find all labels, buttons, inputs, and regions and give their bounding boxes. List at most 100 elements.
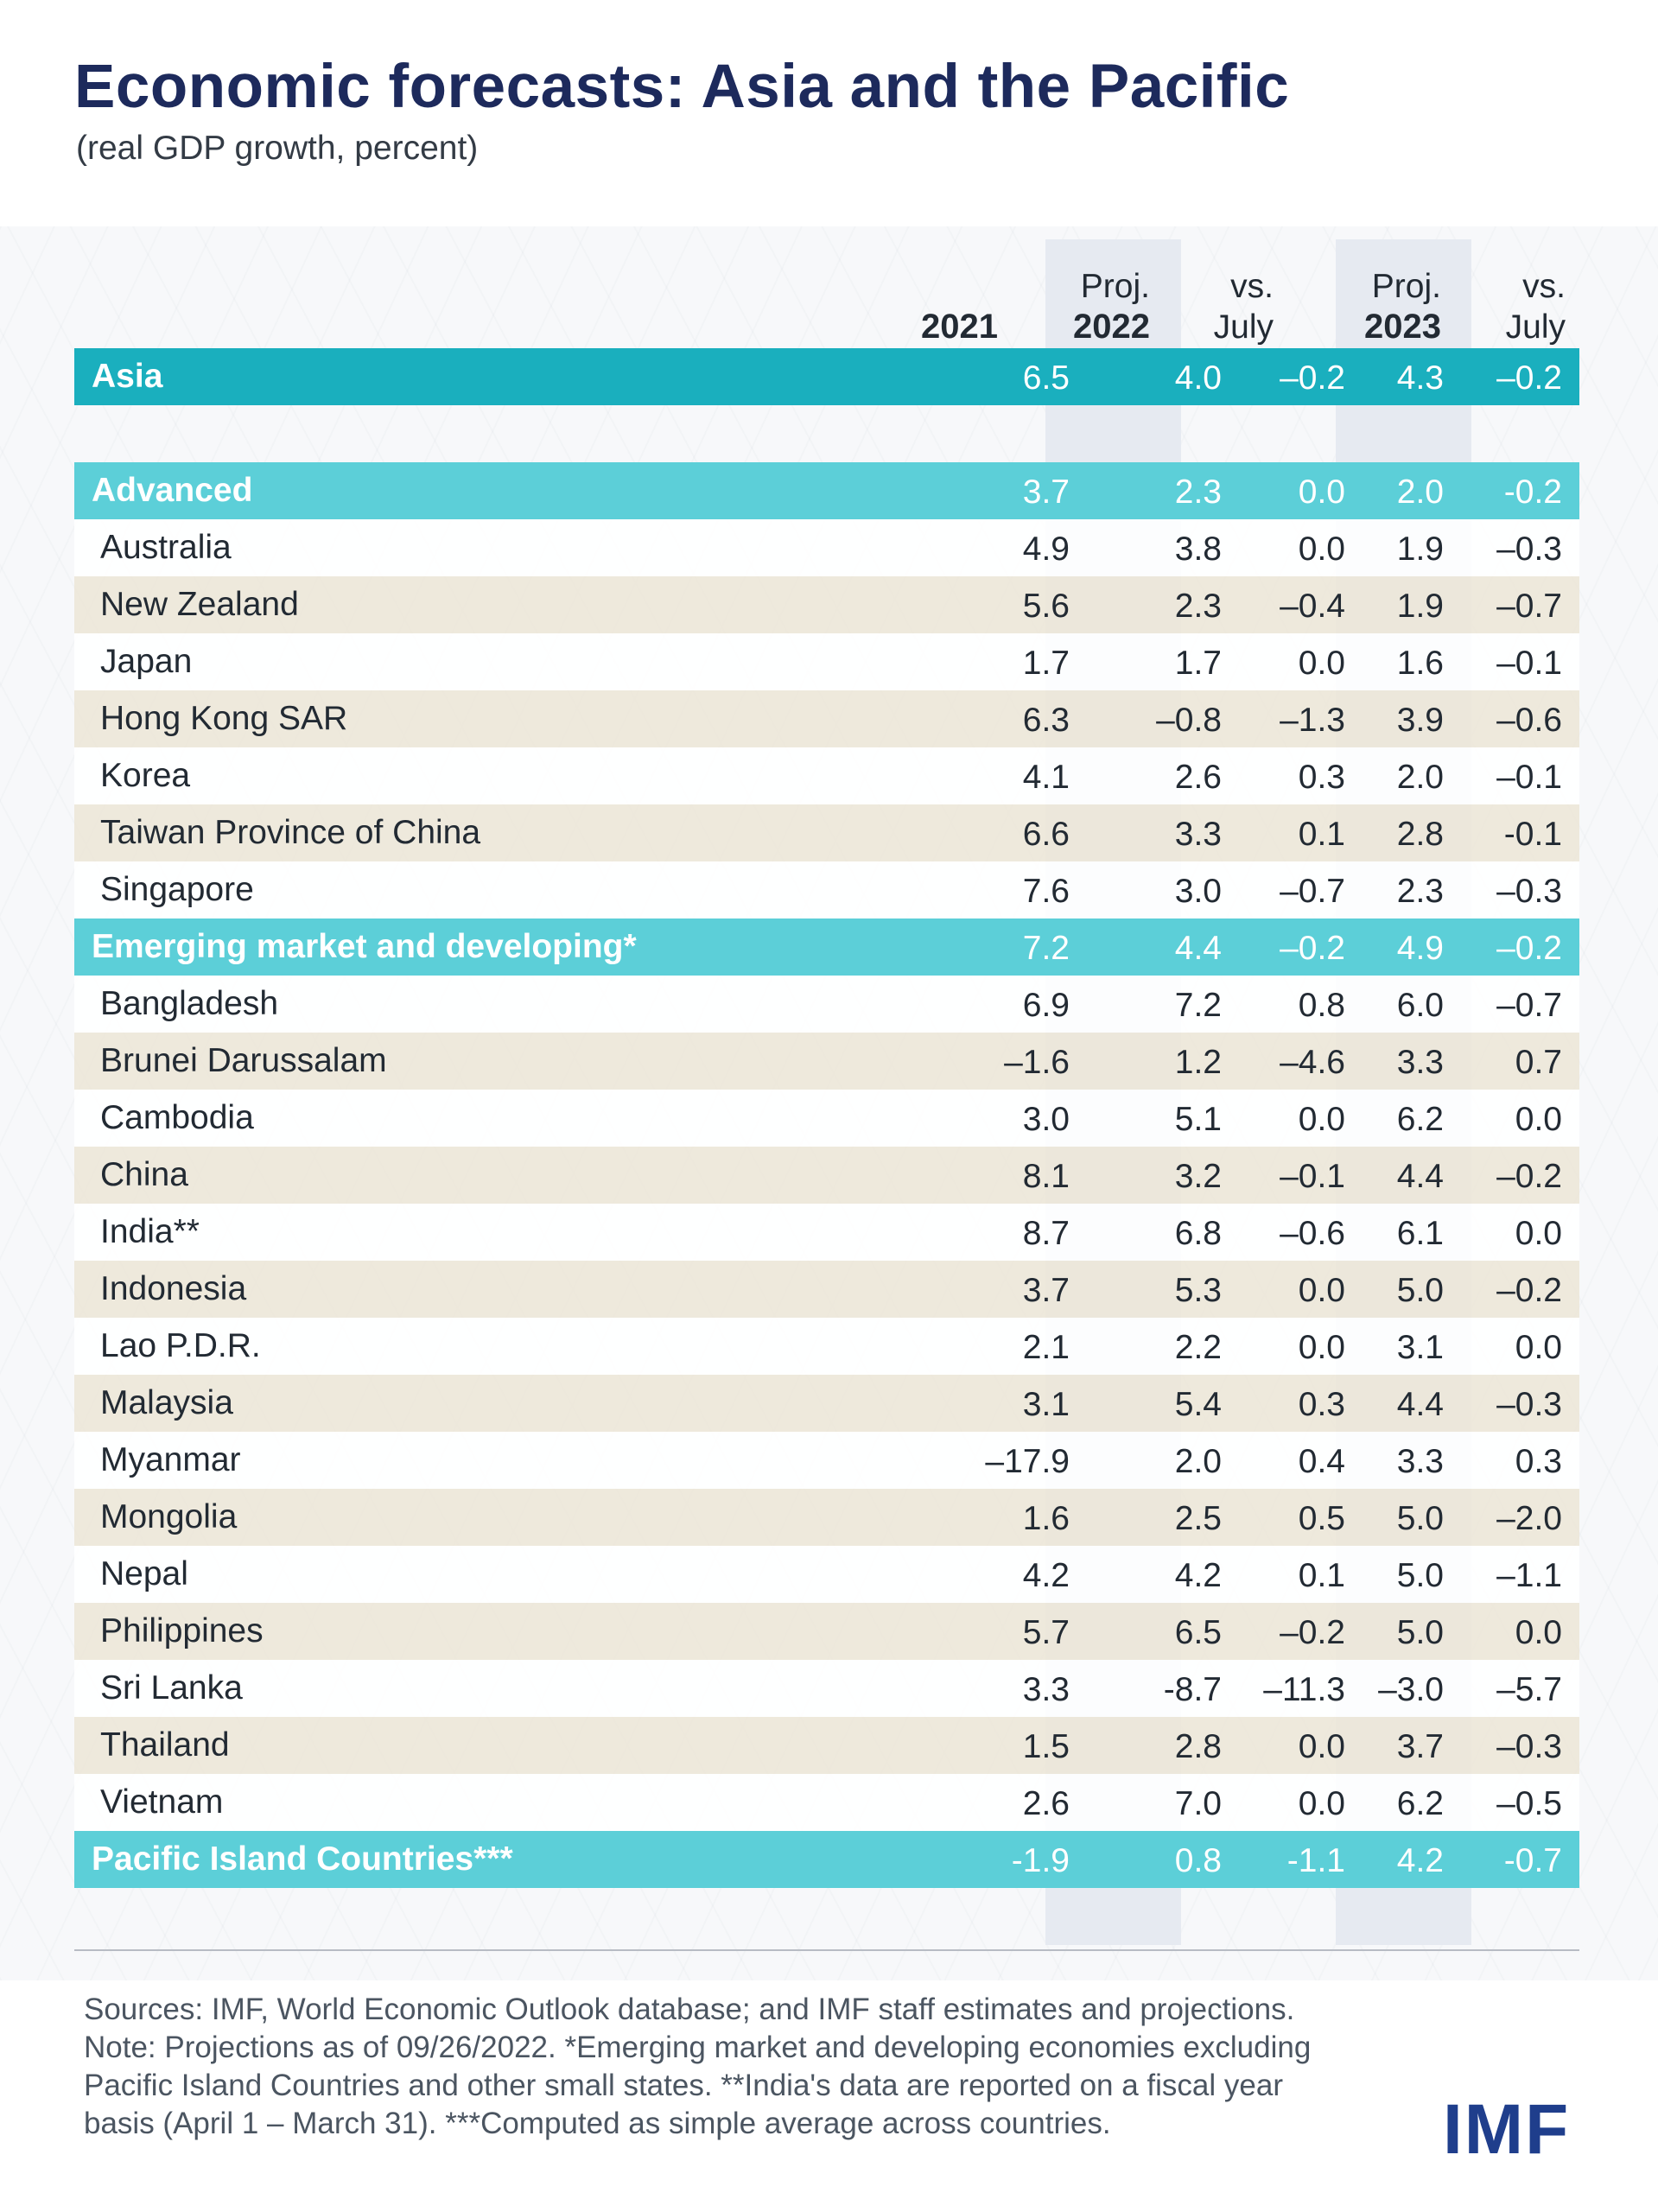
value-vs-july-2022: 0.8 [1298, 987, 1345, 1024]
table-row: Singapore 7.6 3.0 –0.7 2.3 –0.3 [74, 861, 1579, 918]
row-label: Vietnam [100, 1783, 224, 1821]
row-label: China [100, 1156, 188, 1193]
row-label: Mongolia [100, 1498, 238, 1535]
value-proj-2022: 2.3 [1174, 474, 1222, 511]
value-proj-2022: 4.0 [1174, 359, 1222, 397]
value-proj-2023: 3.7 [1396, 1728, 1444, 1765]
value-vs-july-2022: 0.3 [1298, 759, 1345, 796]
page-title: Economic forecasts: Asia and the Pacific [74, 53, 1290, 121]
row-label: Brunei Darussalam [100, 1042, 387, 1079]
column-header-line1: Proj. [1371, 268, 1441, 305]
table-group-row: Advanced 3.7 2.3 0.0 2.0 -0.2 [74, 462, 1579, 519]
value-2021: 1.7 [1022, 645, 1070, 682]
value-2021: 4.9 [1022, 531, 1070, 568]
footer-sources: Sources: IMF, World Economic Outlook dat… [84, 1993, 1295, 2026]
value-2021: 2.1 [1022, 1329, 1070, 1366]
value-vs-july-2022: –0.1 [1280, 1158, 1345, 1195]
row-label: Singapore [100, 871, 254, 908]
value-vs-july-2022: 0.0 [1298, 531, 1345, 568]
table-row: Indonesia 3.7 5.3 0.0 5.0 –0.2 [74, 1261, 1579, 1318]
value-proj-2022: 3.8 [1174, 531, 1222, 568]
value-vs-july-2023: -0.7 [1503, 1842, 1562, 1879]
value-proj-2023: 6.1 [1396, 1215, 1444, 1252]
row-label: Thailand [100, 1726, 230, 1764]
value-proj-2022: 7.2 [1174, 987, 1222, 1024]
value-vs-july-2022: -1.1 [1286, 1842, 1345, 1879]
value-proj-2022: 0.8 [1174, 1842, 1222, 1879]
value-vs-july-2023: –0.7 [1496, 987, 1562, 1024]
row-label: Myanmar [100, 1441, 241, 1478]
value-2021: 5.6 [1022, 588, 1070, 625]
value-vs-july-2022: 0.4 [1298, 1443, 1345, 1480]
column-header-line2: 2021 [921, 308, 998, 346]
row-label: Cambodia [100, 1099, 254, 1136]
value-proj-2023: 6.0 [1396, 987, 1444, 1024]
row-label: Emerging market and developing* [92, 928, 637, 965]
value-2021: 3.3 [1022, 1671, 1070, 1708]
value-proj-2022: 6.5 [1174, 1614, 1222, 1651]
row-label: Korea [100, 757, 191, 794]
value-proj-2023: 1.9 [1396, 531, 1444, 568]
column-header-line1: vs. [1522, 268, 1566, 305]
value-proj-2023: 5.0 [1396, 1272, 1444, 1309]
value-2021: 7.2 [1022, 930, 1070, 967]
column-header-line2: July [1213, 308, 1274, 346]
value-proj-2023: 5.0 [1396, 1614, 1444, 1651]
value-vs-july-2023: –0.1 [1496, 645, 1562, 682]
value-2021: 7.6 [1022, 873, 1070, 910]
value-proj-2023: 5.0 [1396, 1500, 1444, 1537]
value-vs-july-2023: –0.3 [1496, 1386, 1562, 1423]
value-2021: 4.2 [1022, 1557, 1070, 1594]
value-proj-2023: 4.9 [1396, 930, 1444, 967]
value-vs-july-2023: –0.2 [1496, 1158, 1562, 1195]
value-vs-july-2022: –11.3 [1263, 1671, 1345, 1708]
row-label: New Zealand [100, 586, 299, 623]
value-proj-2023: 6.2 [1396, 1785, 1444, 1822]
value-proj-2022: 2.3 [1174, 588, 1222, 625]
value-vs-july-2023: –0.3 [1496, 873, 1562, 910]
value-vs-july-2022: 0.1 [1298, 1557, 1345, 1594]
row-label: Japan [100, 643, 193, 680]
value-vs-july-2023: –0.2 [1496, 1272, 1562, 1309]
value-vs-july-2022: 0.0 [1298, 474, 1345, 511]
value-2021: 6.6 [1022, 816, 1070, 853]
value-proj-2022: 1.7 [1174, 645, 1222, 682]
column-header-2021: 2021 [921, 259, 998, 347]
value-proj-2022: 4.2 [1174, 1557, 1222, 1594]
value-vs-july-2022: 0.0 [1298, 1101, 1345, 1138]
value-vs-july-2022: –0.2 [1280, 1614, 1345, 1651]
table-row: Cambodia 3.0 5.1 0.0 6.2 0.0 [74, 1090, 1579, 1147]
value-vs-july-2023: –0.2 [1496, 930, 1562, 967]
value-vs-july-2022: 0.0 [1298, 1329, 1345, 1366]
value-proj-2023: 2.3 [1396, 873, 1444, 910]
value-proj-2023: 1.9 [1396, 588, 1444, 625]
value-proj-2023: 2.8 [1396, 816, 1444, 853]
row-label: Hong Kong SAR [100, 700, 348, 737]
table-row: Thailand 1.5 2.8 0.0 3.7 –0.3 [74, 1717, 1579, 1774]
footer-divider [74, 1949, 1579, 1951]
value-vs-july-2022: 0.0 [1298, 1785, 1345, 1822]
value-proj-2023: 2.0 [1396, 759, 1444, 796]
table-row: Philippines 5.7 6.5 –0.2 5.0 0.0 [74, 1603, 1579, 1660]
row-label: Indonesia [100, 1270, 247, 1307]
table-row: Korea 4.1 2.6 0.3 2.0 –0.1 [74, 747, 1579, 804]
row-label: Taiwan Province of China [100, 814, 481, 851]
column-header-line2: 2022 [1073, 308, 1150, 346]
value-vs-july-2023: –1.1 [1496, 1557, 1562, 1594]
value-vs-july-2022: –0.2 [1280, 359, 1345, 397]
value-2021: 2.6 [1022, 1785, 1070, 1822]
value-vs-july-2022: –0.2 [1280, 930, 1345, 967]
value-proj-2022: 3.3 [1174, 816, 1222, 853]
row-label: Pacific Island Countries*** [92, 1840, 513, 1878]
value-proj-2022: 5.3 [1174, 1272, 1222, 1309]
value-2021: 8.7 [1022, 1215, 1070, 1252]
value-proj-2023: 5.0 [1396, 1557, 1444, 1594]
value-vs-july-2023: –0.3 [1496, 531, 1562, 568]
table-row: Mongolia 1.6 2.5 0.5 5.0 –2.0 [74, 1489, 1579, 1546]
table-row: Hong Kong SAR 6.3 –0.8 –1.3 3.9 –0.6 [74, 690, 1579, 747]
footer-note-line: Pacific Island Countries and other small… [84, 2069, 1283, 2102]
table-group-row: Asia 6.5 4.0 –0.2 4.3 –0.2 [74, 348, 1579, 405]
value-vs-july-2022: 0.3 [1298, 1386, 1345, 1423]
table-row: India** 8.7 6.8 –0.6 6.1 0.0 [74, 1204, 1579, 1261]
value-proj-2022: 4.4 [1174, 930, 1222, 967]
